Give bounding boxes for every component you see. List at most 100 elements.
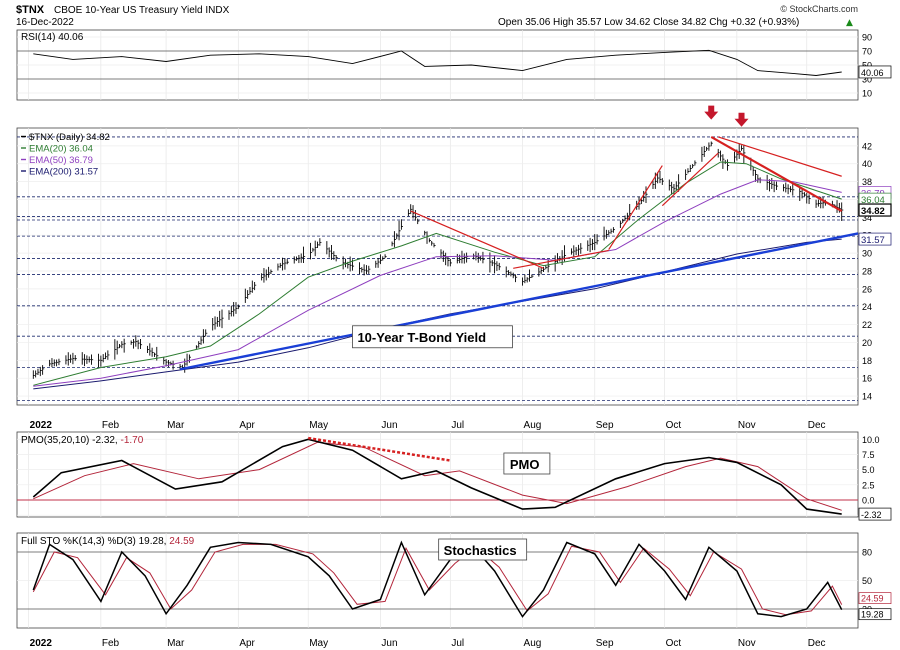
- sto-d-value-label: 24.59: [861, 594, 884, 604]
- resistance-trendline: [718, 136, 842, 177]
- price-legend-entry: EMA(200) 31.57: [29, 167, 98, 178]
- rsi-legend: RSI(14) 40.06: [21, 32, 84, 43]
- resistance-trendline: [710, 135, 843, 213]
- down-arrow-icon: [704, 105, 719, 120]
- ema20-line: [33, 161, 842, 386]
- ohlc-summary: Open 35.06 High 35.57 Low 34.62 Close 34…: [498, 17, 799, 28]
- x-tick-label: Jul: [451, 638, 464, 649]
- x-tick-label: Oct: [666, 638, 682, 649]
- pmo-annotation-box: [503, 452, 551, 475]
- price-legend-entry: EMA(50) 36.79: [29, 155, 93, 166]
- panel-frame-pmo: [16, 431, 859, 518]
- pmo-tick-label: 0.0: [862, 496, 875, 506]
- price-tick-label: 38: [862, 177, 872, 187]
- rsi-tick-label: 70: [862, 47, 872, 57]
- sto-d-value-tag: [858, 592, 892, 604]
- resistance-trendline: [661, 152, 719, 207]
- pmo-trendline: [308, 436, 451, 462]
- resistance-trendline: [513, 249, 609, 269]
- ema50-line: [33, 179, 842, 387]
- price-annotation: 10-Year T-Bond Yield: [357, 330, 486, 345]
- x-tick-label: Sep: [596, 420, 614, 431]
- x-tick-label: Aug: [524, 420, 542, 431]
- down-arrow-icon: [734, 112, 749, 127]
- price-tick-label: 22: [862, 320, 872, 330]
- sto-d-line: [32, 543, 843, 616]
- pmo-tick-label: 2.5: [862, 480, 875, 490]
- price-tick-label: 42: [862, 141, 872, 151]
- x-tick-label: May: [309, 420, 328, 431]
- x-tick-label: Dec: [808, 638, 826, 649]
- sto-k-value-tag: [858, 608, 892, 621]
- price-tick-label: 40: [862, 159, 872, 169]
- watermark: © StockCharts.com: [780, 4, 858, 14]
- price-tick-label: 30: [862, 249, 872, 259]
- pmo-tick-label: 10.0: [862, 435, 880, 445]
- annotation-box: [352, 325, 513, 349]
- sto-tick-label: 80: [862, 548, 872, 558]
- x-tick-label: Aug: [524, 638, 542, 649]
- x-tick-label: May: [309, 638, 328, 649]
- price-tick-label: 20: [862, 338, 872, 348]
- pmo-line: [32, 438, 842, 515]
- price-tick-label: 28: [862, 266, 872, 276]
- price-legend-entry: $TNX (Daily) 34.82: [29, 132, 110, 143]
- pmo-annotation: PMO: [510, 457, 540, 472]
- price-tick-label: 24: [862, 302, 872, 312]
- pmo-value-tag: [858, 507, 892, 521]
- sto-annotation: Stochastics: [444, 543, 517, 558]
- x-tick-label: 2022: [30, 638, 53, 649]
- chart-date: 16-Dec-2022: [16, 17, 74, 28]
- x-tick-label: Oct: [666, 420, 682, 431]
- price-tick-label: 26: [862, 284, 872, 294]
- price-value-tag: [858, 203, 892, 217]
- symbol-description: CBOE 10-Year US Treasury Yield INDX: [54, 5, 230, 16]
- price-value-label: 34.82: [861, 206, 885, 217]
- sto-k-value-label: 19.28: [861, 610, 884, 620]
- rsi-tick-label: 30: [862, 75, 872, 85]
- price-tick-label: 14: [862, 392, 872, 402]
- price-value-label: 36.04: [861, 195, 885, 206]
- sto-legend: Full STO %K(14,3) %D(3) 19.28, 24.59: [21, 536, 195, 547]
- symbol-title: $TNX: [16, 4, 45, 16]
- pmo-value-label: -2.32: [861, 510, 882, 520]
- price-value-tag: [858, 232, 892, 246]
- sto-annotation-box: [438, 538, 528, 561]
- x-tick-label: Apr: [239, 420, 255, 431]
- x-tick-label: Jul: [451, 420, 464, 431]
- overlay-layer: [179, 105, 859, 462]
- price-tick-label: 34: [862, 213, 872, 223]
- x-tick-label: Nov: [738, 638, 756, 649]
- label-layer: $TNX CBOE 10-Year US Treasury Yield INDX…: [16, 4, 892, 649]
- x-tick-label: Mar: [167, 420, 185, 431]
- price-bars: [32, 141, 844, 379]
- rsi-value-label: 40.06: [861, 68, 884, 78]
- pmo-legend: PMO(35,20,10) -2.32, -1.70: [21, 435, 144, 446]
- price-tick-label: 16: [862, 374, 872, 384]
- resistance-trendline: [608, 165, 663, 250]
- x-tick-label: Jun: [381, 420, 397, 431]
- x-tick-label: Jun: [381, 638, 397, 649]
- rsi-tick-label: 90: [862, 33, 872, 43]
- rsi-tick-label: 50: [862, 61, 872, 71]
- support-trendline: [179, 232, 859, 371]
- pmo-tick-label: 5.0: [862, 465, 875, 475]
- x-tick-label: Nov: [738, 420, 756, 431]
- price-tick-label: 18: [862, 356, 872, 366]
- rsi-line: [33, 49, 842, 76]
- sto-k-line: [32, 540, 843, 618]
- x-tick-label: Apr: [239, 638, 255, 649]
- pmo-tick-label: 7.5: [862, 450, 875, 460]
- x-tick-label: Feb: [102, 420, 120, 431]
- x-tick-label: Feb: [102, 638, 120, 649]
- rsi-value-tag: [858, 65, 892, 79]
- x-tick-label: Mar: [167, 638, 185, 649]
- price-legend-entry: EMA(20) 36.04: [29, 144, 93, 155]
- panel-frame-price: [16, 127, 859, 406]
- x-tick-label: Dec: [808, 420, 826, 431]
- x-tick-label: 2022: [30, 420, 53, 431]
- rsi-tick-label: 10: [862, 89, 872, 99]
- resistance-trendline: [410, 210, 544, 269]
- price-value-label: 31.57: [861, 235, 885, 246]
